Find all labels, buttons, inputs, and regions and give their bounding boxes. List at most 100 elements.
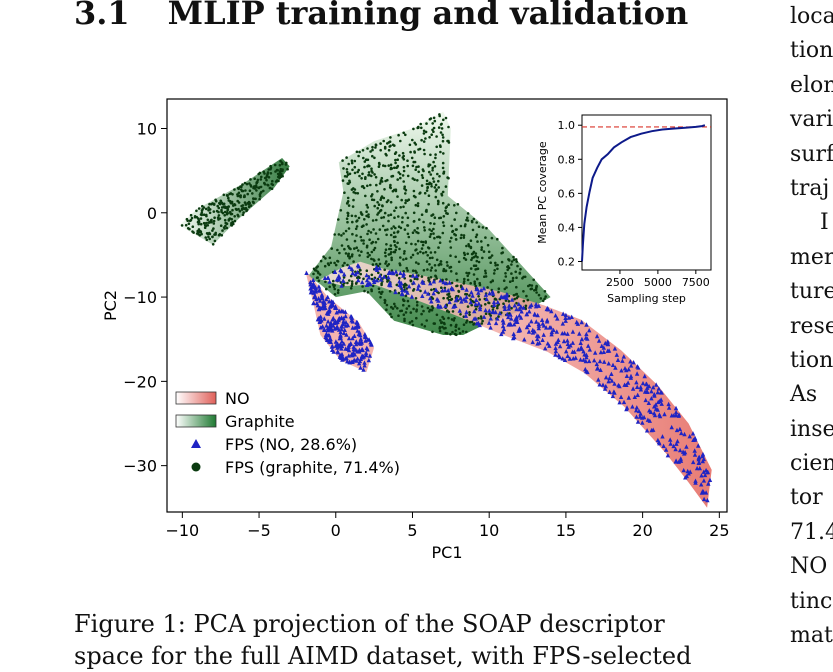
fps-no-point bbox=[647, 408, 652, 413]
fps-graphite-point bbox=[223, 218, 227, 222]
fps-graphite-point bbox=[417, 262, 420, 266]
fps-no-point bbox=[342, 272, 347, 277]
fps-no-point bbox=[609, 378, 615, 383]
fps-graphite-point bbox=[378, 209, 382, 213]
fps-graphite-point bbox=[366, 147, 369, 150]
fps-graphite-point bbox=[348, 279, 351, 282]
fps-graphite-point bbox=[353, 165, 357, 169]
fps-no-point bbox=[353, 339, 359, 344]
fps-graphite-point bbox=[406, 224, 409, 227]
fps-graphite-point bbox=[431, 128, 434, 132]
fps-graphite-point bbox=[386, 178, 389, 182]
fps-no-point bbox=[530, 339, 535, 345]
fps-graphite-point bbox=[474, 264, 478, 268]
fps-graphite-point bbox=[215, 209, 219, 213]
right-fragment: As bbox=[790, 382, 818, 408]
fps-graphite-point bbox=[379, 296, 382, 299]
fps-graphite-point bbox=[382, 164, 385, 167]
fps-graphite-point bbox=[360, 225, 364, 228]
fps-graphite-point bbox=[260, 175, 263, 179]
fps-graphite-point bbox=[196, 220, 200, 224]
fps-graphite-point bbox=[409, 256, 413, 259]
fps-graphite-point bbox=[389, 233, 393, 237]
fps-graphite-point bbox=[371, 148, 374, 152]
fps-graphite-point bbox=[462, 234, 466, 237]
fps-no-point bbox=[534, 319, 539, 324]
fps-graphite-point bbox=[378, 228, 382, 231]
fps-graphite-point bbox=[359, 211, 363, 214]
fps-no-point bbox=[324, 323, 329, 328]
fps-graphite-point bbox=[360, 250, 363, 253]
fps-graphite-point bbox=[437, 200, 440, 204]
fps-graphite-point bbox=[206, 218, 210, 222]
fps-graphite-point bbox=[333, 284, 337, 287]
fps-graphite-point bbox=[351, 232, 354, 236]
fps-graphite-point bbox=[449, 246, 453, 249]
fps-no-point bbox=[677, 447, 683, 453]
fps-no-point bbox=[449, 285, 454, 291]
fps-graphite-point bbox=[361, 185, 365, 188]
fps-no-point bbox=[440, 288, 445, 293]
fps-graphite-point bbox=[480, 317, 483, 320]
fps-graphite-point bbox=[469, 282, 473, 285]
legend-marker-fps-graphite bbox=[191, 462, 201, 472]
fps-no-point bbox=[308, 290, 314, 295]
fps-graphite-point bbox=[393, 216, 396, 219]
fps-graphite-point bbox=[414, 249, 417, 252]
fps-graphite-point bbox=[422, 132, 426, 135]
fps-no-point bbox=[364, 272, 369, 278]
fps-graphite-point bbox=[384, 152, 388, 156]
fps-graphite-point bbox=[412, 194, 416, 198]
fps-graphite-point bbox=[236, 194, 240, 198]
fps-graphite-point bbox=[350, 161, 354, 165]
fps-no-point bbox=[668, 441, 673, 446]
fps-no-point bbox=[652, 393, 657, 398]
fps-no-point bbox=[474, 286, 479, 291]
fps-graphite-point bbox=[247, 205, 251, 209]
fps-no-point bbox=[311, 300, 316, 306]
fps-no-point bbox=[512, 303, 517, 308]
fps-no-point bbox=[325, 319, 331, 324]
fps-graphite-point bbox=[413, 229, 417, 232]
fps-no-point bbox=[652, 410, 657, 416]
fps-graphite-point bbox=[358, 174, 361, 178]
right-fragment: 71.4 bbox=[790, 519, 833, 545]
fps-graphite-point bbox=[357, 216, 361, 220]
fps-graphite-point bbox=[441, 133, 444, 137]
fps-no-point bbox=[364, 345, 369, 350]
legend-marker-fps-no bbox=[191, 439, 201, 448]
fps-graphite-point bbox=[230, 217, 233, 221]
fps-graphite-point bbox=[442, 317, 446, 321]
fps-graphite-point bbox=[268, 186, 272, 190]
fps-graphite-point bbox=[346, 182, 350, 185]
fps-graphite-point bbox=[430, 266, 434, 270]
fps-no-point bbox=[635, 392, 640, 397]
fps-graphite-point bbox=[387, 263, 391, 266]
fps-graphite-point bbox=[429, 251, 433, 254]
fps-graphite-point bbox=[449, 333, 452, 336]
fps-graphite-point bbox=[236, 186, 240, 190]
fps-graphite-point bbox=[427, 276, 430, 280]
fps-graphite-point bbox=[422, 220, 425, 224]
fps-graphite-point bbox=[354, 227, 358, 231]
fps-no-point bbox=[706, 481, 711, 486]
fps-graphite-point bbox=[419, 122, 423, 126]
legend-swatch-no bbox=[175, 391, 217, 405]
fps-graphite-point bbox=[401, 216, 404, 219]
fps-graphite-point bbox=[237, 201, 241, 204]
fps-no-point bbox=[659, 401, 664, 406]
fps-graphite-point bbox=[420, 323, 424, 326]
fps-graphite-point bbox=[506, 268, 510, 272]
fps-graphite-point bbox=[346, 281, 349, 285]
fps-graphite-point bbox=[356, 192, 360, 195]
fps-graphite-point bbox=[411, 269, 415, 273]
fps-no-point bbox=[316, 306, 322, 311]
fps-graphite-point bbox=[466, 278, 470, 282]
fps-graphite-point bbox=[197, 222, 200, 226]
fps-graphite-point bbox=[423, 325, 427, 328]
fps-no-point bbox=[491, 299, 497, 305]
fps-graphite-point bbox=[201, 204, 204, 208]
fps-graphite-point bbox=[248, 189, 252, 192]
fps-graphite-point bbox=[410, 320, 414, 323]
fps-graphite-point bbox=[377, 161, 381, 165]
